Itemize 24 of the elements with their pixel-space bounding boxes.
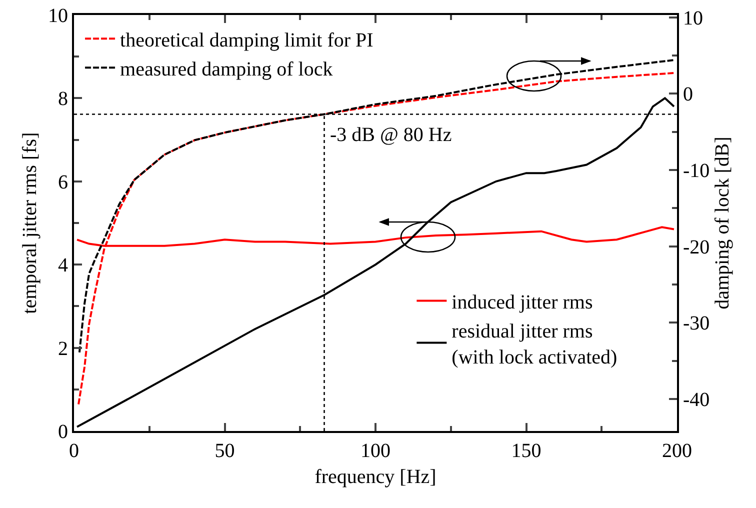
legend-label: measured damping of lock <box>120 58 333 80</box>
y2-tick-label: -10 <box>683 160 710 182</box>
y2-axis-title: damping of lock [dB] <box>712 136 734 310</box>
y2-tick-label: 10 <box>683 7 703 30</box>
y-tick-label: 0 <box>58 421 68 443</box>
y2-tick-label: -30 <box>683 312 710 335</box>
y-tick-label: 6 <box>58 171 68 194</box>
y-tick-label: 10 <box>48 5 68 27</box>
y2-tick-label: -20 <box>683 236 710 258</box>
y-tick-label: 2 <box>58 338 68 360</box>
x-axis-title: frequency [Hz] <box>314 466 436 488</box>
x-tick-label: 200 <box>662 440 692 462</box>
legend-label: residual jitter rms (with lock activated) <box>452 320 618 369</box>
x-tick-label: 150 <box>511 440 542 462</box>
y-tick-label: 4 <box>58 254 68 277</box>
legend-label: induced jitter rms <box>452 292 593 314</box>
x-tick-label: 50 <box>214 440 235 462</box>
legend-label: theoretical damping limit for PI <box>120 29 374 52</box>
y-axis-title: temporal jitter rms [fs] <box>19 132 41 314</box>
x-tick-label: 100 <box>360 440 390 462</box>
ref-line-label: -3 dB @ 80 Hz <box>330 124 452 146</box>
y2-tick-label: 0 <box>683 84 693 106</box>
y2-tick-label: -40 <box>683 388 710 411</box>
y-tick-label: 8 <box>58 88 68 110</box>
